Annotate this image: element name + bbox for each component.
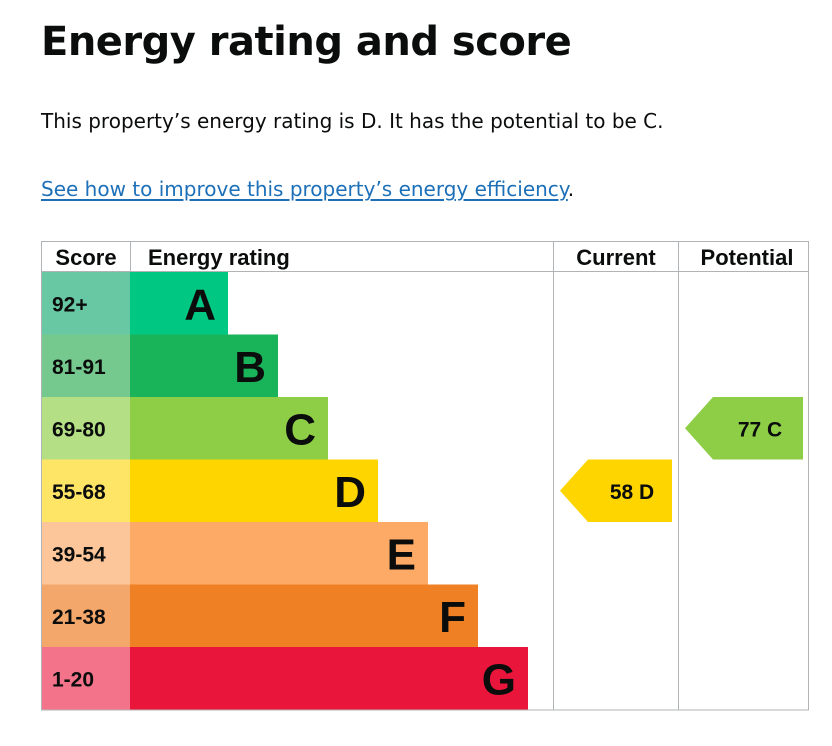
rating-bar-b	[130, 334, 278, 397]
rating-letter-c: C	[284, 405, 316, 454]
improve-link-line: See how to improve this property’s energ…	[41, 174, 574, 204]
column-header-2: Energy rating	[148, 245, 290, 270]
link-suffix: .	[567, 177, 575, 201]
score-cell-b	[41, 334, 130, 397]
column-header-1: Score	[55, 245, 116, 270]
rating-bar-g	[130, 647, 528, 710]
score-cell-d	[41, 459, 130, 522]
score-range-e: 39-54	[52, 543, 106, 566]
rating-letter-e: E	[387, 530, 416, 579]
score-range-g: 1-20	[52, 668, 94, 691]
rating-letter-b: B	[234, 343, 266, 392]
rating-bar-c	[130, 397, 328, 460]
rating-letter-d: D	[334, 468, 366, 517]
potential-rating-label: 77 C	[738, 418, 782, 441]
rating-bar-f	[130, 584, 478, 647]
score-cell-e	[41, 522, 130, 585]
score-range-f: 21-38	[52, 606, 106, 629]
rating-bar-e	[130, 522, 428, 585]
score-range-d: 55-68	[52, 481, 106, 504]
score-range-c: 69-80	[52, 418, 106, 441]
rating-letter-a: A	[184, 280, 216, 329]
rating-bar-d	[130, 459, 378, 522]
current-rating-arrow	[560, 459, 672, 522]
improve-efficiency-link[interactable]: See how to improve this property’s energ…	[41, 177, 568, 201]
page-title: Energy rating and score	[41, 19, 572, 65]
current-rating-label: 58 D	[610, 481, 654, 504]
potential-rating-arrow	[685, 397, 803, 460]
score-range-a: 92+	[52, 293, 88, 316]
column-header-4: Potential	[701, 245, 794, 270]
score-cell-g	[41, 647, 130, 710]
rating-letter-f: F	[439, 593, 466, 642]
column-header-3: Current	[576, 245, 656, 270]
rating-letter-g: G	[482, 655, 516, 704]
rating-bar-a	[130, 272, 228, 335]
rating-summary: This property’s energy rating is D. It h…	[41, 109, 664, 133]
score-range-b: 81-91	[52, 356, 106, 379]
score-cell-a	[41, 272, 130, 335]
score-cell-f	[41, 584, 130, 647]
score-cell-c	[41, 397, 130, 460]
